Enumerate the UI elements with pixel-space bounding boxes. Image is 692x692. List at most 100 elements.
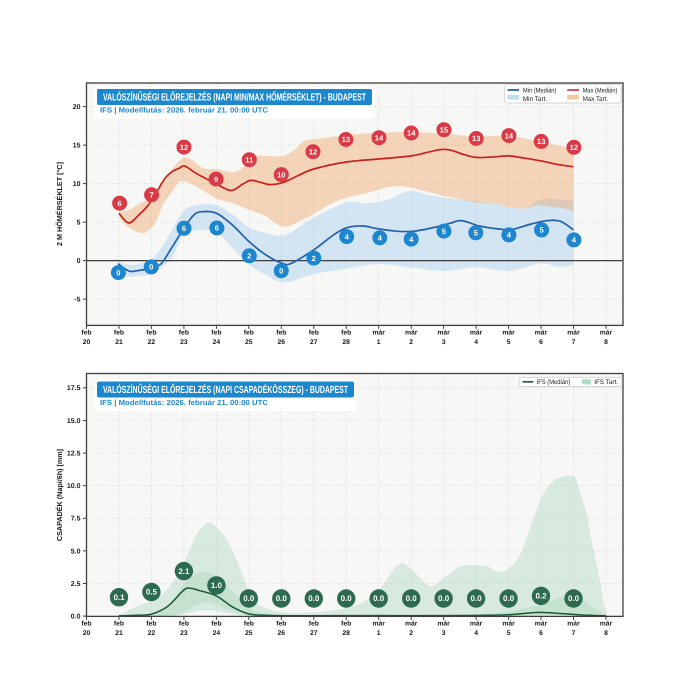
svg-text:2: 2	[247, 252, 251, 261]
svg-text:5: 5	[507, 339, 511, 346]
svg-text:20: 20	[83, 339, 91, 346]
svg-text:feb: feb	[81, 330, 91, 337]
svg-text:10.0: 10.0	[67, 483, 81, 490]
svg-text:feb: feb	[211, 330, 221, 337]
svg-text:IFS Tart.: IFS Tart.	[594, 379, 618, 386]
svg-text:0.0: 0.0	[406, 594, 418, 603]
svg-text:15: 15	[73, 143, 81, 150]
svg-text:4: 4	[378, 234, 383, 243]
svg-text:VALÓSZÍNŰSÉGI ELŐREJELZÉS (NAP: VALÓSZÍNŰSÉGI ELŐREJELZÉS (NAPI MIN/MAX …	[103, 91, 366, 104]
svg-text:6: 6	[539, 630, 543, 637]
svg-text:14: 14	[505, 131, 514, 140]
svg-text:feb: feb	[276, 330, 286, 337]
svg-text:13: 13	[472, 134, 480, 143]
svg-text:12: 12	[570, 143, 578, 152]
svg-text:Min (Medián): Min (Medián)	[523, 87, 557, 94]
svg-text:22: 22	[148, 630, 156, 637]
svg-text:0.0: 0.0	[276, 594, 288, 603]
svg-text:3: 3	[442, 630, 446, 637]
svg-text:14: 14	[375, 133, 384, 142]
svg-text:0.0: 0.0	[71, 614, 81, 621]
svg-text:2: 2	[409, 630, 413, 637]
svg-text:28: 28	[342, 339, 350, 346]
svg-text:8: 8	[604, 630, 608, 637]
svg-text:feb: feb	[146, 330, 156, 337]
svg-text:4: 4	[507, 231, 512, 240]
svg-text:7: 7	[572, 630, 576, 637]
svg-text:11: 11	[245, 155, 254, 164]
svg-text:már: már	[567, 621, 580, 628]
svg-text:12.5: 12.5	[67, 451, 81, 458]
svg-text:Max (Medián): Max (Medián)	[583, 87, 618, 94]
svg-text:feb: feb	[146, 621, 156, 628]
svg-text:2: 2	[409, 339, 413, 346]
svg-text:feb: feb	[114, 330, 124, 337]
svg-text:2.1: 2.1	[178, 567, 190, 576]
svg-text:5: 5	[539, 226, 544, 235]
svg-text:13: 13	[537, 137, 545, 146]
svg-text:10: 10	[73, 181, 81, 188]
svg-text:6: 6	[182, 224, 186, 233]
svg-text:feb: feb	[309, 330, 319, 337]
svg-text:1: 1	[377, 630, 381, 637]
svg-text:2 M HŐMÉRSÉKLET [°C]: 2 M HŐMÉRSÉKLET [°C]	[55, 162, 64, 246]
svg-text:4: 4	[474, 630, 478, 637]
svg-text:21: 21	[115, 339, 123, 346]
svg-text:17.5: 17.5	[67, 385, 81, 392]
svg-text:már: már	[437, 330, 450, 337]
svg-text:4: 4	[409, 235, 414, 244]
svg-text:4: 4	[345, 232, 350, 241]
svg-text:1: 1	[377, 339, 381, 346]
svg-text:már: már	[567, 330, 580, 337]
svg-text:0: 0	[77, 258, 81, 265]
svg-text:28: 28	[342, 630, 350, 637]
svg-text:0.0: 0.0	[568, 594, 580, 603]
svg-text:feb: feb	[179, 621, 189, 628]
svg-text:már: már	[372, 330, 385, 337]
svg-text:Min Tart.: Min Tart.	[523, 96, 547, 103]
svg-text:feb: feb	[244, 621, 254, 628]
svg-text:feb: feb	[244, 330, 254, 337]
svg-text:5: 5	[77, 220, 81, 227]
svg-text:2: 2	[312, 254, 316, 263]
svg-text:0.0: 0.0	[373, 594, 385, 603]
svg-text:2.5: 2.5	[71, 581, 81, 588]
svg-text:már: már	[502, 330, 515, 337]
svg-text:már: már	[470, 621, 483, 628]
svg-text:0.1: 0.1	[113, 593, 125, 602]
svg-text:27: 27	[310, 339, 318, 346]
svg-text:feb: feb	[276, 621, 286, 628]
svg-text:IFS | Modellfutás: 2026. febru: IFS | Modellfutás: 2026. február 21. 00:…	[100, 106, 269, 115]
svg-text:0.0: 0.0	[471, 594, 483, 603]
svg-text:feb: feb	[211, 621, 221, 628]
svg-text:0: 0	[116, 268, 120, 277]
svg-text:feb: feb	[341, 621, 351, 628]
svg-text:9: 9	[214, 175, 218, 184]
svg-text:3: 3	[442, 339, 446, 346]
svg-text:6: 6	[117, 199, 121, 208]
svg-text:CSAPADÉK (Napi/6h) [mm]: CSAPADÉK (Napi/6h) [mm]	[55, 449, 64, 541]
svg-text:feb: feb	[179, 330, 189, 337]
svg-text:21: 21	[115, 630, 123, 637]
svg-text:feb: feb	[309, 621, 319, 628]
svg-text:már: már	[437, 621, 450, 628]
svg-text:0.5: 0.5	[146, 588, 158, 597]
svg-text:már: már	[600, 330, 613, 337]
svg-text:15: 15	[440, 125, 449, 134]
svg-text:0.0: 0.0	[503, 594, 515, 603]
svg-text:13: 13	[342, 135, 350, 144]
svg-text:VALÓSZÍNŰSÉGI ELŐREJELZÉS (NAP: VALÓSZÍNŰSÉGI ELŐREJELZÉS (NAPI CSAPADÉK…	[103, 383, 348, 396]
svg-text:10: 10	[277, 170, 285, 179]
svg-text:25: 25	[245, 339, 253, 346]
svg-text:4: 4	[572, 236, 577, 245]
svg-text:már: már	[535, 330, 548, 337]
svg-text:0.0: 0.0	[438, 594, 450, 603]
svg-text:5: 5	[474, 229, 479, 238]
svg-text:Max Tart.: Max Tart.	[583, 96, 608, 103]
svg-text:27: 27	[310, 630, 318, 637]
svg-text:7: 7	[572, 339, 576, 346]
svg-text:22: 22	[148, 339, 156, 346]
svg-text:már: már	[405, 330, 418, 337]
svg-text:már: már	[600, 621, 613, 628]
svg-text:24: 24	[213, 630, 221, 637]
